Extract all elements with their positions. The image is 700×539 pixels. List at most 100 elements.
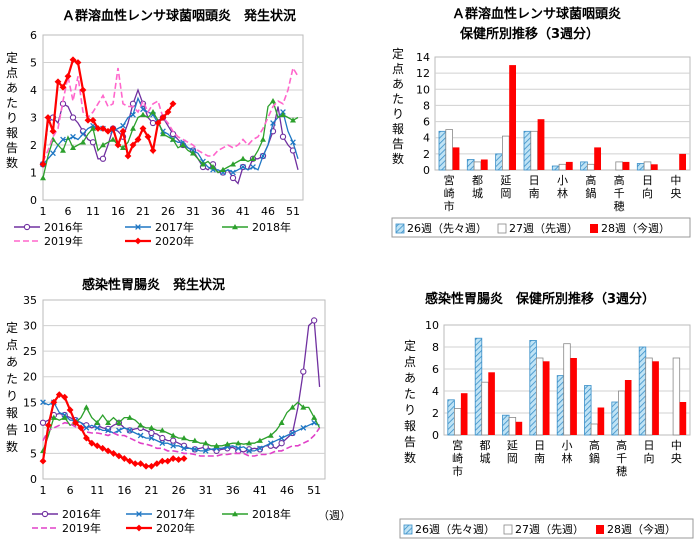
legend-marker xyxy=(23,223,31,231)
series-4-point xyxy=(164,108,172,116)
strep-bar-grid xyxy=(435,72,690,155)
x-tick-label: 11 xyxy=(90,484,104,497)
strep-line-legend: 2016年 2017年 2018年 2019年 2020年 xyxy=(14,220,291,248)
series-4-point xyxy=(50,398,58,406)
series-2-point xyxy=(202,440,209,446)
x-tick-label: 46 xyxy=(261,205,275,218)
series-4-point xyxy=(66,406,74,414)
series-4-point xyxy=(120,455,128,462)
series-4-point xyxy=(84,116,92,124)
series-4-point xyxy=(99,444,107,452)
series-4-point xyxy=(129,141,137,149)
y-tick-label: 4 xyxy=(423,132,430,145)
category-label-char: 崎 xyxy=(444,186,455,200)
series-2-point xyxy=(130,125,136,131)
series-4-point xyxy=(164,457,172,465)
category-label-char: 鍋 xyxy=(589,451,600,465)
series-1-point xyxy=(257,445,263,452)
bar-2-0 xyxy=(452,147,460,170)
c1-ylabel-char: 点 xyxy=(392,62,404,76)
c0-ylabel-char: た xyxy=(6,96,18,110)
legend-label: 2017年 xyxy=(155,220,194,234)
strep-line-yticks: 0 1 2 3 4 5 6 xyxy=(30,29,37,207)
series-2-point xyxy=(110,136,116,142)
y-tick-label: 6 xyxy=(432,363,439,376)
x-tick-label: 11 xyxy=(86,205,100,218)
c2-ylabel-char: あ xyxy=(6,355,18,369)
x-tick-label: 51 xyxy=(307,484,321,497)
x-tick-label: 51 xyxy=(286,205,300,218)
series-4-point xyxy=(114,141,122,149)
series-4-point xyxy=(93,442,101,450)
x-tick-label: 46 xyxy=(280,484,294,497)
series-2-point xyxy=(300,404,307,410)
bar-1-7 xyxy=(645,357,653,436)
strep-bar-yticks: 0 2 4 6 8 10 12 14 xyxy=(416,51,430,177)
y-tick-label: 3 xyxy=(30,112,37,125)
series-1-point xyxy=(267,440,274,447)
x-tick-label: 41 xyxy=(236,205,250,218)
category-label-char: 日 xyxy=(644,439,655,452)
x-tick-label: 31 xyxy=(199,484,213,497)
bar-1-5 xyxy=(590,423,599,436)
legend-swatch xyxy=(395,223,405,234)
bar-0-6 xyxy=(611,401,619,436)
bar-0-3 xyxy=(529,339,537,436)
series-2-point xyxy=(250,155,256,161)
series-1-point-b xyxy=(140,106,146,113)
gastro-line-xunit: （週） xyxy=(318,509,351,522)
series-2-point xyxy=(180,142,186,148)
y-tick-label: 0 xyxy=(30,473,37,486)
category-label-char: 日 xyxy=(642,174,653,187)
c3-ylabel-char: 定 xyxy=(404,338,416,353)
c2-ylabel-char: 告 xyxy=(6,423,18,437)
x-tick-label: 41 xyxy=(253,484,267,497)
gastro-bar-legend: 26週（先々週） 27週（先週） 28週（今週） xyxy=(399,518,694,539)
series-4-point xyxy=(139,125,147,132)
series-4-point xyxy=(64,72,72,80)
c0-ylabel-char: 数 xyxy=(6,155,18,170)
series-2-point xyxy=(90,125,96,131)
series-4-point xyxy=(159,114,167,121)
series-2-point xyxy=(120,144,126,150)
c1-ylabel-char: 報 xyxy=(392,122,404,136)
series-2-point xyxy=(80,139,86,145)
gastro-line-xticks: 1 6 11 16 21 26 31 36 41 46 51 xyxy=(40,484,322,497)
series-4-point xyxy=(61,393,69,401)
bar-0-7 xyxy=(636,163,645,171)
c0-ylabel-char: 告 xyxy=(6,141,18,155)
category-label-char: 穂 xyxy=(616,464,627,478)
series-2-point xyxy=(191,437,198,443)
series-4-point xyxy=(72,419,79,427)
series-0-point xyxy=(300,368,307,375)
category-label-char: 林 xyxy=(557,186,568,200)
legend-label: 2020年 xyxy=(155,234,194,248)
bar-1-2 xyxy=(508,416,517,436)
series-1-point-b xyxy=(181,445,187,452)
series-4-point xyxy=(99,125,107,132)
category-label-char: 中 xyxy=(671,439,682,452)
series-2-point xyxy=(140,111,146,117)
series-1-point-b xyxy=(137,432,144,439)
bar-1-1 xyxy=(473,161,482,171)
series-line-2 xyxy=(42,99,299,179)
series-0-point xyxy=(99,155,107,162)
series-4-point xyxy=(45,421,52,429)
series-4-point xyxy=(144,133,152,141)
series-4-point xyxy=(49,127,57,135)
category-label-char: 宮 xyxy=(452,438,463,452)
bar-0-0 xyxy=(438,130,447,171)
bar-0-2 xyxy=(502,414,510,436)
bar-0-2 xyxy=(495,153,503,171)
y-tick-label: 0 xyxy=(432,429,439,442)
legend-box xyxy=(391,217,691,238)
bar-2-2 xyxy=(509,65,516,170)
legend-entry-1: 2017年 xyxy=(125,220,194,234)
gastro-line-title: 感染性胃腸炎 発生状況 xyxy=(82,277,225,293)
series-4-point xyxy=(79,86,87,94)
c1-ylabel-char: 数 xyxy=(392,151,404,166)
series-1-point xyxy=(140,106,146,113)
